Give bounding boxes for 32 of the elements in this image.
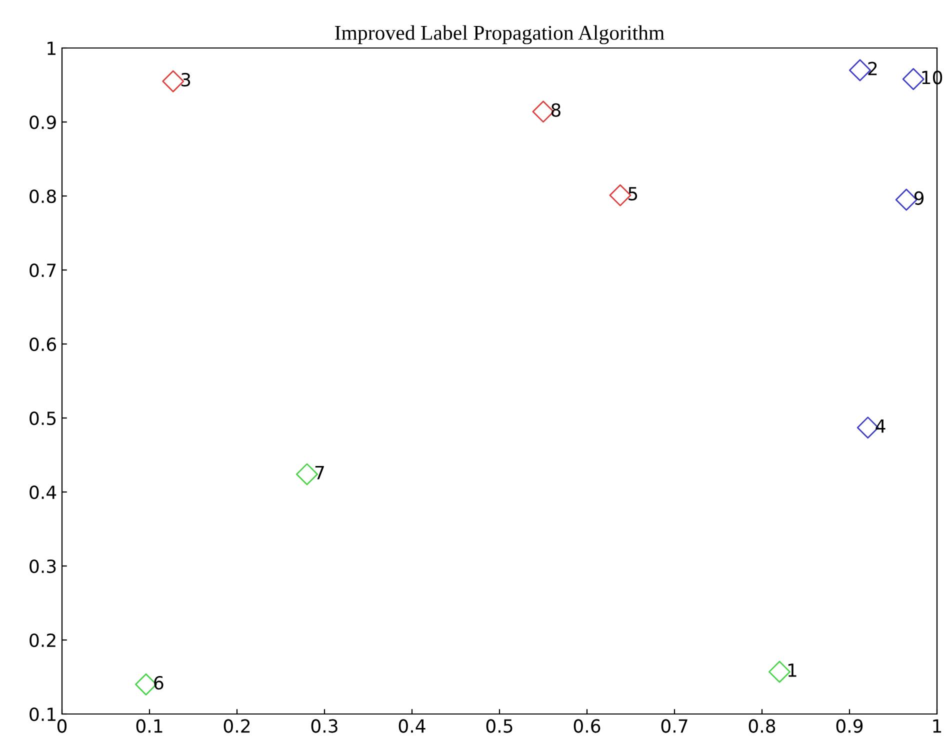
x-tick-label: 0.9: [836, 719, 863, 733]
x-tick-label: 0.6: [574, 719, 600, 733]
x-tick-label: 0.7: [661, 719, 688, 733]
x-tick-label: 0: [57, 719, 67, 733]
x-tick-label: 1: [933, 719, 942, 733]
y-tick-label: 0.8: [30, 189, 56, 204]
annotation: 8: [551, 103, 560, 117]
y-tick-label: 0.3: [30, 559, 56, 574]
x-tick-label: 0.2: [224, 719, 250, 733]
annotation: 7: [315, 466, 324, 480]
annotation: 5: [628, 187, 638, 200]
x-tick-label: 0.8: [748, 719, 776, 733]
x-tick-label: 0.5: [486, 719, 512, 733]
point: [768, 660, 790, 683]
annotation: 4: [876, 419, 886, 433]
x-tick-label: 0.4: [398, 719, 426, 733]
y-tick-label: 0.4: [30, 485, 56, 500]
y-tick-label: 0.6: [30, 337, 56, 352]
annotation: 6: [154, 676, 164, 690]
annotation: 1: [788, 664, 796, 677]
y-tick-label: 0.1: [30, 707, 56, 722]
y-tick-label: 0.5: [30, 411, 56, 426]
chart-title: Improved Label Propagation Algorithm: [335, 25, 664, 44]
x-tick-label: 0.3: [311, 719, 338, 733]
annotation: 9: [914, 191, 924, 205]
y-tick-label: 0.2: [30, 633, 56, 648]
y-tick-label: 0.7: [30, 263, 56, 278]
y-tick-label: 0.9: [30, 115, 56, 130]
x-tick-label: 0.1: [136, 719, 162, 733]
y-tick-label: 1: [48, 42, 56, 55]
annotation: 3: [181, 72, 190, 87]
annotation: 2: [868, 62, 877, 76]
